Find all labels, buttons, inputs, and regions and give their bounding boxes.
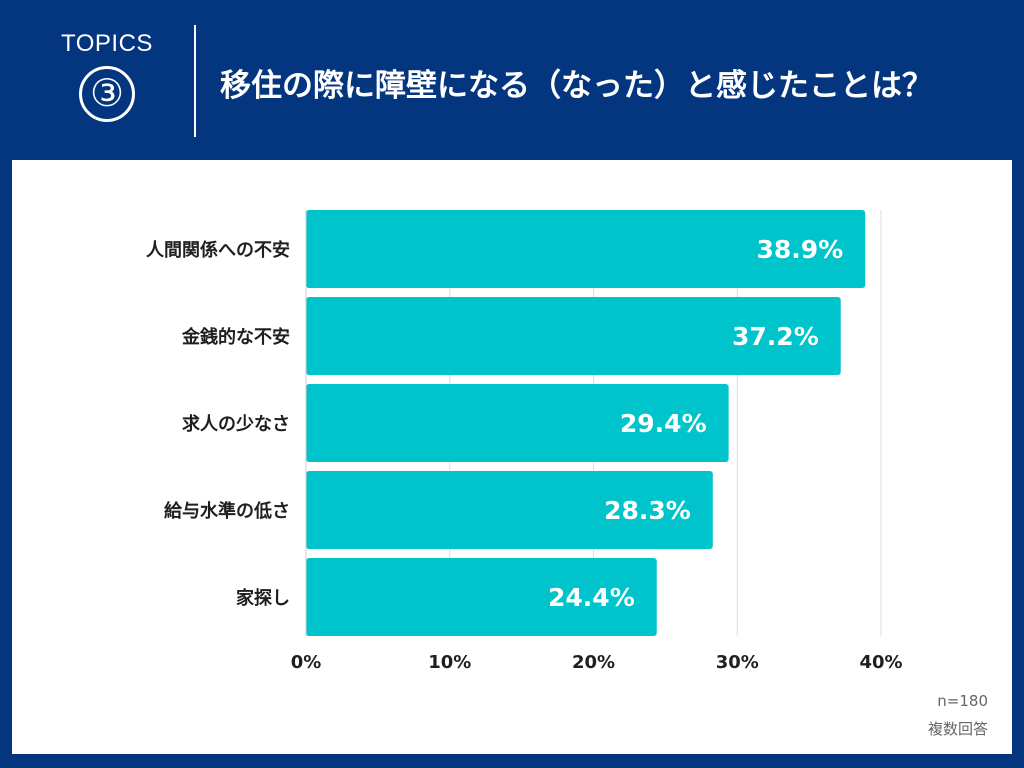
header-divider [194,25,196,137]
bar-4 [306,558,657,636]
tick-label-4: 40% [859,652,902,673]
value-label-4: 24.4% [548,583,635,612]
tick-label-0: 0% [291,652,322,673]
category-label-3: 給与水準の低さ [164,500,290,522]
value-label-2: 29.4% [620,409,707,438]
bar-2 [306,384,729,462]
sample-size-note: n=180 [937,692,988,710]
bar-3 [306,471,713,549]
tick-label-1: 10% [428,652,471,673]
value-label-1: 37.2% [732,322,819,351]
value-label-0: 38.9% [756,235,843,264]
bar-0 [306,210,866,288]
category-label-1: 金銭的な不安 [181,326,290,348]
header: TOPICS ③ 移住の際に障壁になる（なった）と感じたことは？ [0,0,1024,160]
category-label-2: 求人の少なさ [182,413,290,435]
multiple-answers-note: 複数回答 [927,720,988,738]
tick-label-2: 20% [572,652,615,673]
tick-label-3: 30% [716,652,759,673]
category-label-0: 人間関係への不安 [146,239,290,261]
topics-label: TOPICS [61,30,153,57]
bar-1 [306,297,841,375]
category-label-4: 家探し [236,587,290,609]
value-label-3: 28.3% [604,496,691,525]
page-title: 移住の際に障壁になる（なった）と感じたことは？ [220,68,933,104]
topics-number-badge: ③ [79,66,135,122]
